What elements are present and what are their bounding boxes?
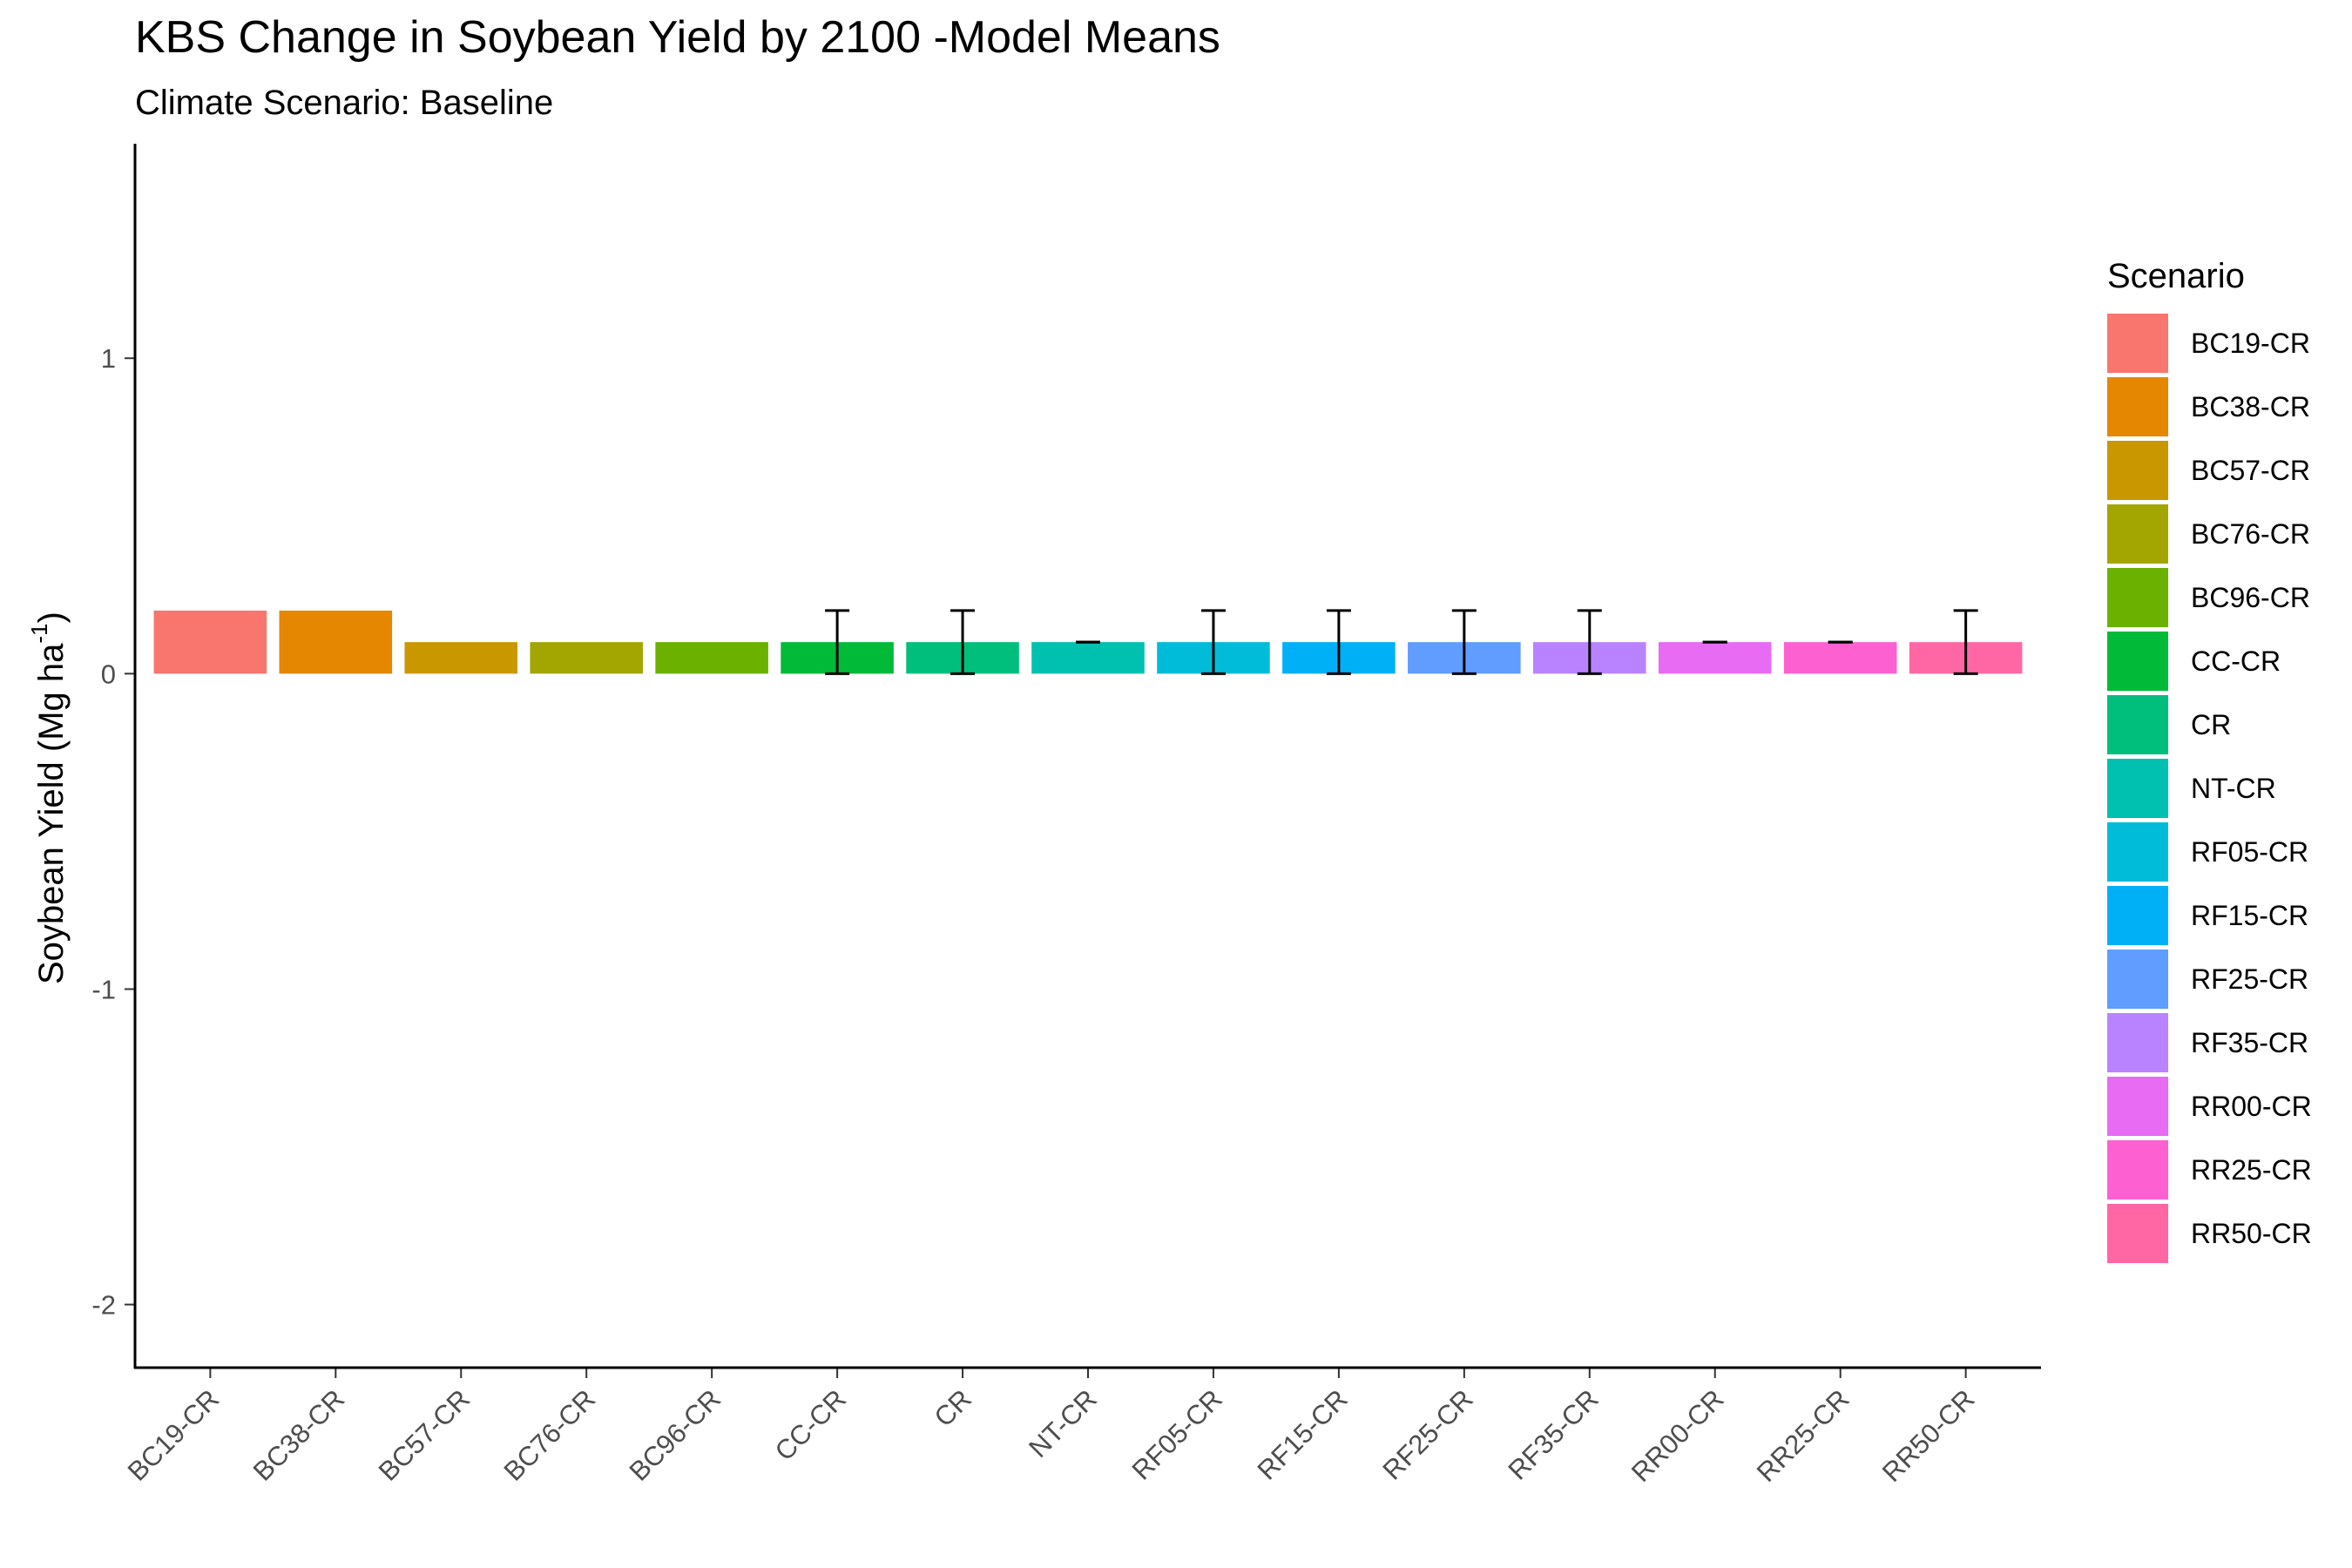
legend-swatch <box>2107 695 2168 754</box>
y-axis-label-main: Soybean Yield (Mg ha <box>32 643 71 984</box>
legend-swatch <box>2107 314 2168 373</box>
bar <box>1783 642 1897 674</box>
legend-item: BC38-CR <box>2107 377 2310 436</box>
y-tick-label: 0 <box>101 659 116 689</box>
chart-subtitle: Climate Scenario: Baseline <box>135 84 553 122</box>
legend-label: BC76-CR <box>2191 518 2310 550</box>
legend-item: NT-CR <box>2107 759 2276 818</box>
error-bar <box>1326 609 1351 675</box>
legend-swatch <box>2107 632 2168 691</box>
chart-title: KBS Change in Soybean Yield by 2100 -Mod… <box>135 12 1220 63</box>
legend-item: RF05-CR <box>2107 822 2308 882</box>
legend-label: RF05-CR <box>2191 836 2308 868</box>
bar <box>404 642 518 674</box>
bar <box>1031 642 1145 674</box>
legend-swatch <box>2107 377 2168 436</box>
legend-item: CR <box>2107 695 2231 754</box>
legend-swatch <box>2107 1204 2168 1263</box>
y-axis-label-superscript: -1 <box>26 624 52 644</box>
bar <box>153 610 267 674</box>
x-tick-label: CC-CR <box>769 1383 852 1466</box>
legend-item: BC96-CR <box>2107 568 2310 627</box>
legend-item: BC19-CR <box>2107 314 2310 373</box>
bar <box>530 642 643 674</box>
y-axis-label-close: ) <box>32 612 71 623</box>
error-bar <box>950 609 976 675</box>
x-tick-label: CR <box>929 1383 977 1432</box>
error-bar <box>1577 609 1602 675</box>
error-bar <box>1953 609 1978 675</box>
legend-swatch <box>2107 1013 2168 1072</box>
legend-item: RF15-CR <box>2107 886 2308 945</box>
plot-area: BC19-CR BC38-CR BC57-CR BC76-CR BC96-CR CC-CR… <box>91 144 2041 1488</box>
bar <box>1658 642 1772 674</box>
x-tick-label: RF35-CR <box>1502 1383 1604 1485</box>
legend-swatch <box>2107 950 2168 1009</box>
legend-swatch <box>2107 441 2168 500</box>
y-tick-label: -2 <box>91 1290 116 1321</box>
x-tick-label: BC57-CR <box>373 1383 476 1487</box>
y-axis-label: Soybean Yield (Mg ha-1) <box>26 612 71 984</box>
x-tick-label: BC38-CR <box>247 1383 351 1487</box>
bar <box>655 642 768 674</box>
x-tick-label: BC96-CR <box>624 1383 727 1487</box>
legend-label: RF25-CR <box>2191 963 2308 995</box>
legend-swatch <box>2107 1077 2168 1136</box>
x-tick-label: NT-CR <box>1023 1383 1103 1463</box>
error-bar <box>1200 609 1226 675</box>
legend-label: RR25-CR <box>2191 1154 2312 1186</box>
error-bar <box>825 609 850 675</box>
x-tick-label: RF05-CR <box>1126 1383 1228 1485</box>
legend-label: BC96-CR <box>2191 582 2310 613</box>
x-tick-label: RF15-CR <box>1252 1383 1354 1485</box>
legend-label: BC19-CR <box>2191 328 2310 359</box>
legend-item: BC76-CR <box>2107 504 2310 564</box>
x-tick-label: RR50-CR <box>1876 1383 1981 1488</box>
legend-item: RR50-CR <box>2107 1204 2312 1263</box>
y-tick-label: 1 <box>101 343 116 374</box>
legend-swatch <box>2107 568 2168 627</box>
legend-swatch <box>2107 759 2168 818</box>
legend-item: RR25-CR <box>2107 1140 2312 1200</box>
x-tick-label: RR25-CR <box>1751 1383 1855 1488</box>
legend-item: RR00-CR <box>2107 1077 2312 1136</box>
legend-item: RF35-CR <box>2107 1013 2308 1072</box>
legend-label: RF35-CR <box>2191 1027 2308 1058</box>
legend-item: BC57-CR <box>2107 441 2310 500</box>
y-tick-label: -1 <box>91 974 116 1004</box>
legend-label: RR50-CR <box>2191 1218 2312 1249</box>
legend-item: CC-CR <box>2107 632 2281 691</box>
legend-label: CC-CR <box>2191 645 2281 677</box>
legend-swatch <box>2107 504 2168 564</box>
bar <box>279 610 393 674</box>
x-tick-label: RR00-CR <box>1625 1383 1730 1488</box>
legend-title: Scenario <box>2107 257 2245 295</box>
legend-swatch <box>2107 822 2168 882</box>
x-tick-label: RF25-CR <box>1376 1383 1478 1485</box>
legend-swatch <box>2107 886 2168 945</box>
error-bar <box>1451 609 1477 675</box>
legend-label: NT-CR <box>2191 773 2276 804</box>
x-tick-label: BC76-CR <box>498 1383 602 1487</box>
legend-label: RR00-CR <box>2191 1091 2312 1122</box>
legend-label: BC38-CR <box>2191 391 2310 422</box>
legend-swatch <box>2107 1140 2168 1200</box>
legend-item: RF25-CR <box>2107 950 2308 1009</box>
legend-label: RF15-CR <box>2191 900 2308 931</box>
legend: Scenario BC19-CR BC38-CR BC57-CR BC76-CR BC9… <box>2107 257 2312 1263</box>
x-tick-label: BC19-CR <box>122 1383 226 1487</box>
legend-label: CR <box>2191 709 2231 740</box>
legend-label: BC57-CR <box>2191 455 2310 486</box>
